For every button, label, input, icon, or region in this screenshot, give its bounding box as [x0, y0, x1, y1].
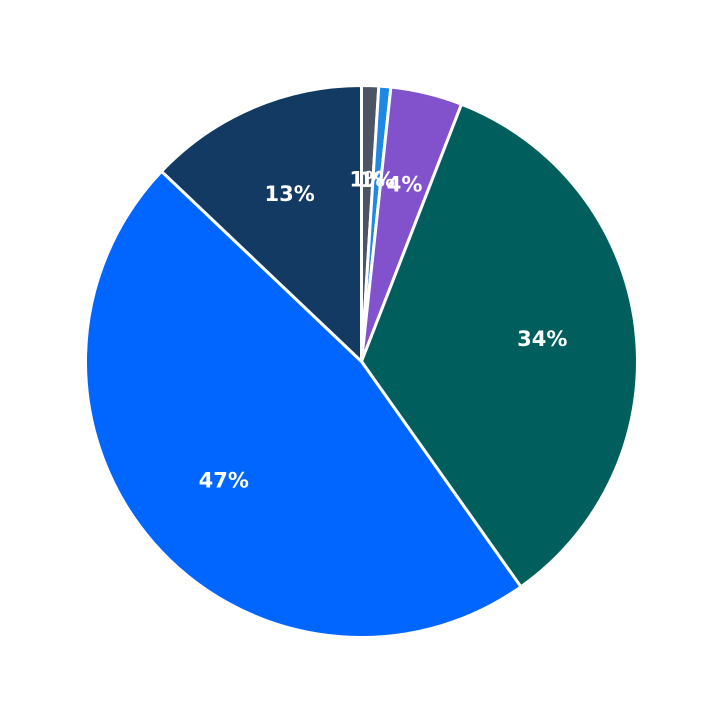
pie-slice-4	[84, 169, 523, 639]
slice-label-2: 4%	[387, 173, 423, 197]
slice-label-5: 13%	[265, 182, 315, 206]
slice-label-0: 1%	[349, 167, 385, 191]
pie-slice-5	[160, 84, 363, 363]
pie-slice-3	[360, 102, 639, 589]
slice-label-4: 47%	[199, 469, 249, 493]
slices-layer	[84, 83, 639, 639]
slice-label-3: 34%	[517, 327, 567, 351]
slice-label-1: 1%	[359, 168, 395, 192]
labels-layer: 1%1%4% 34% 47% 13%	[199, 167, 568, 492]
